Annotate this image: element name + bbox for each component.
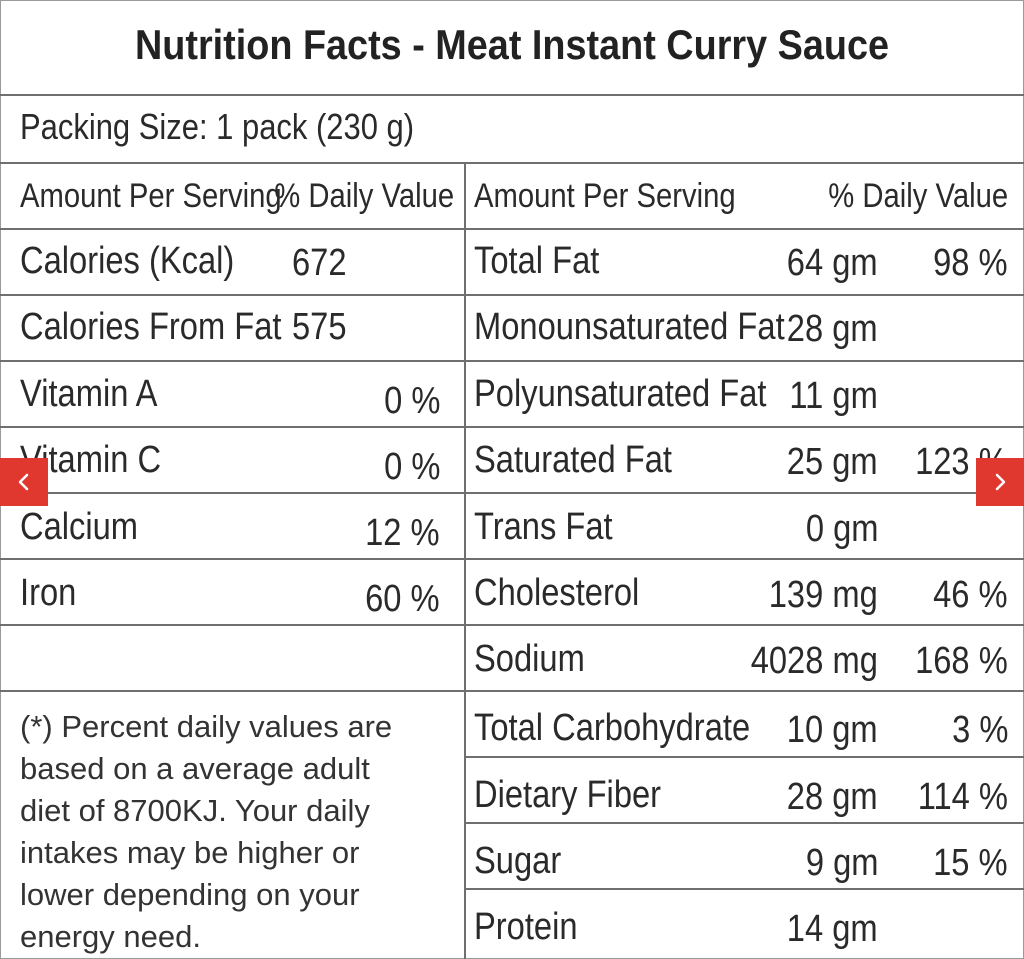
page-title: Nutrition Facts - Meat Instant Curry Sau…	[134, 21, 890, 68]
nutrient-amount: 9 gm	[805, 842, 878, 884]
nutrient-label: Calories (Kcal)	[20, 240, 235, 282]
nutrient-label: Polyunsaturated Fat	[474, 373, 767, 415]
divider	[0, 690, 1024, 692]
nutrient-amount: 10 gm	[787, 709, 878, 751]
nutrient-label: Sodium	[474, 638, 585, 680]
nutrient-dv: 114 %	[917, 776, 1008, 818]
nutrient-amount: 11 gm	[789, 375, 878, 417]
footnote-line: energy need.	[20, 919, 201, 954]
divider	[0, 162, 1024, 164]
nutrient-label: Dietary Fiber	[474, 774, 662, 816]
nutrient-amount: 28 gm	[787, 308, 878, 350]
nutrient-label: Total Carbohydrate	[474, 707, 751, 749]
footnote-line: (*) Percent daily values are	[20, 709, 393, 744]
divider	[0, 228, 1024, 230]
divider	[0, 492, 1024, 494]
nutrient-amount: 575	[292, 306, 347, 348]
divider	[466, 756, 1024, 758]
divider	[0, 294, 1024, 296]
divider	[0, 360, 1024, 362]
right-dv-header: % Daily Value	[828, 177, 1008, 215]
nutrient-label: Cholesterol	[474, 572, 640, 614]
nutrient-dv: 168 %	[915, 640, 1008, 682]
footnote-line: diet of 8700KJ. Your daily	[20, 793, 370, 828]
nutrient-dv: 0 %	[383, 380, 440, 422]
nutrient-amount: 25 gm	[787, 441, 878, 483]
chevron-left-icon	[18, 473, 29, 491]
nutrient-label: Protein	[474, 906, 578, 948]
nutrient-amount: 28 gm	[787, 776, 878, 818]
next-image-button[interactable]	[976, 458, 1024, 506]
nutrient-label: Iron	[20, 572, 77, 614]
nutrient-label: Calories From Fat	[20, 306, 282, 348]
nutrient-dv: 46 %	[933, 574, 1008, 616]
footnote-line: intakes may be higher or	[20, 835, 360, 870]
nutrient-label: Saturated Fat	[474, 439, 673, 481]
nutrient-amount: 139 mg	[768, 574, 878, 616]
nutrient-label: Total Fat	[474, 240, 600, 282]
packing-size: Packing Size: 1 pack (230 g)	[20, 106, 415, 147]
divider	[466, 822, 1024, 824]
divider	[0, 558, 1024, 560]
column-divider	[464, 162, 466, 959]
nutrient-dv: 98 %	[933, 242, 1008, 284]
right-amount-header: Amount Per Serving	[474, 177, 736, 215]
nutrient-label: Trans Fat	[474, 506, 613, 548]
nutrient-label: Calcium	[20, 506, 139, 548]
nutrient-dv: 12 %	[365, 512, 440, 554]
left-dv-header: % Daily Value	[274, 177, 454, 215]
footnote: (*) Percent daily values are based on a …	[20, 706, 440, 958]
nutrient-label: Sugar	[474, 840, 562, 882]
prev-image-button[interactable]	[0, 458, 48, 506]
nutrient-amount: 14 gm	[787, 908, 878, 950]
divider	[0, 94, 1024, 96]
divider	[0, 624, 1024, 626]
nutrient-dv: 15 %	[933, 842, 1008, 884]
chevron-right-icon	[995, 473, 1006, 491]
footnote-line: lower depending on your	[20, 877, 360, 912]
nutrient-amount: 64 gm	[787, 242, 878, 284]
nutrient-amount: 4028 mg	[750, 640, 878, 682]
nutrient-label: Monounsaturated Fat	[474, 306, 785, 348]
nutrient-amount: 0 gm	[805, 508, 878, 550]
nutrient-dv: 60 %	[365, 578, 440, 620]
divider	[466, 888, 1024, 890]
footnote-line: based on a average adult	[20, 751, 370, 786]
nutrient-label: Vitamin A	[20, 373, 158, 415]
nutrient-amount: 672	[292, 242, 347, 284]
nutrient-dv: 0 %	[383, 446, 440, 488]
left-amount-header: Amount Per Serving	[20, 177, 282, 215]
divider	[0, 426, 1024, 428]
nutrient-dv: 3 %	[951, 709, 1008, 751]
